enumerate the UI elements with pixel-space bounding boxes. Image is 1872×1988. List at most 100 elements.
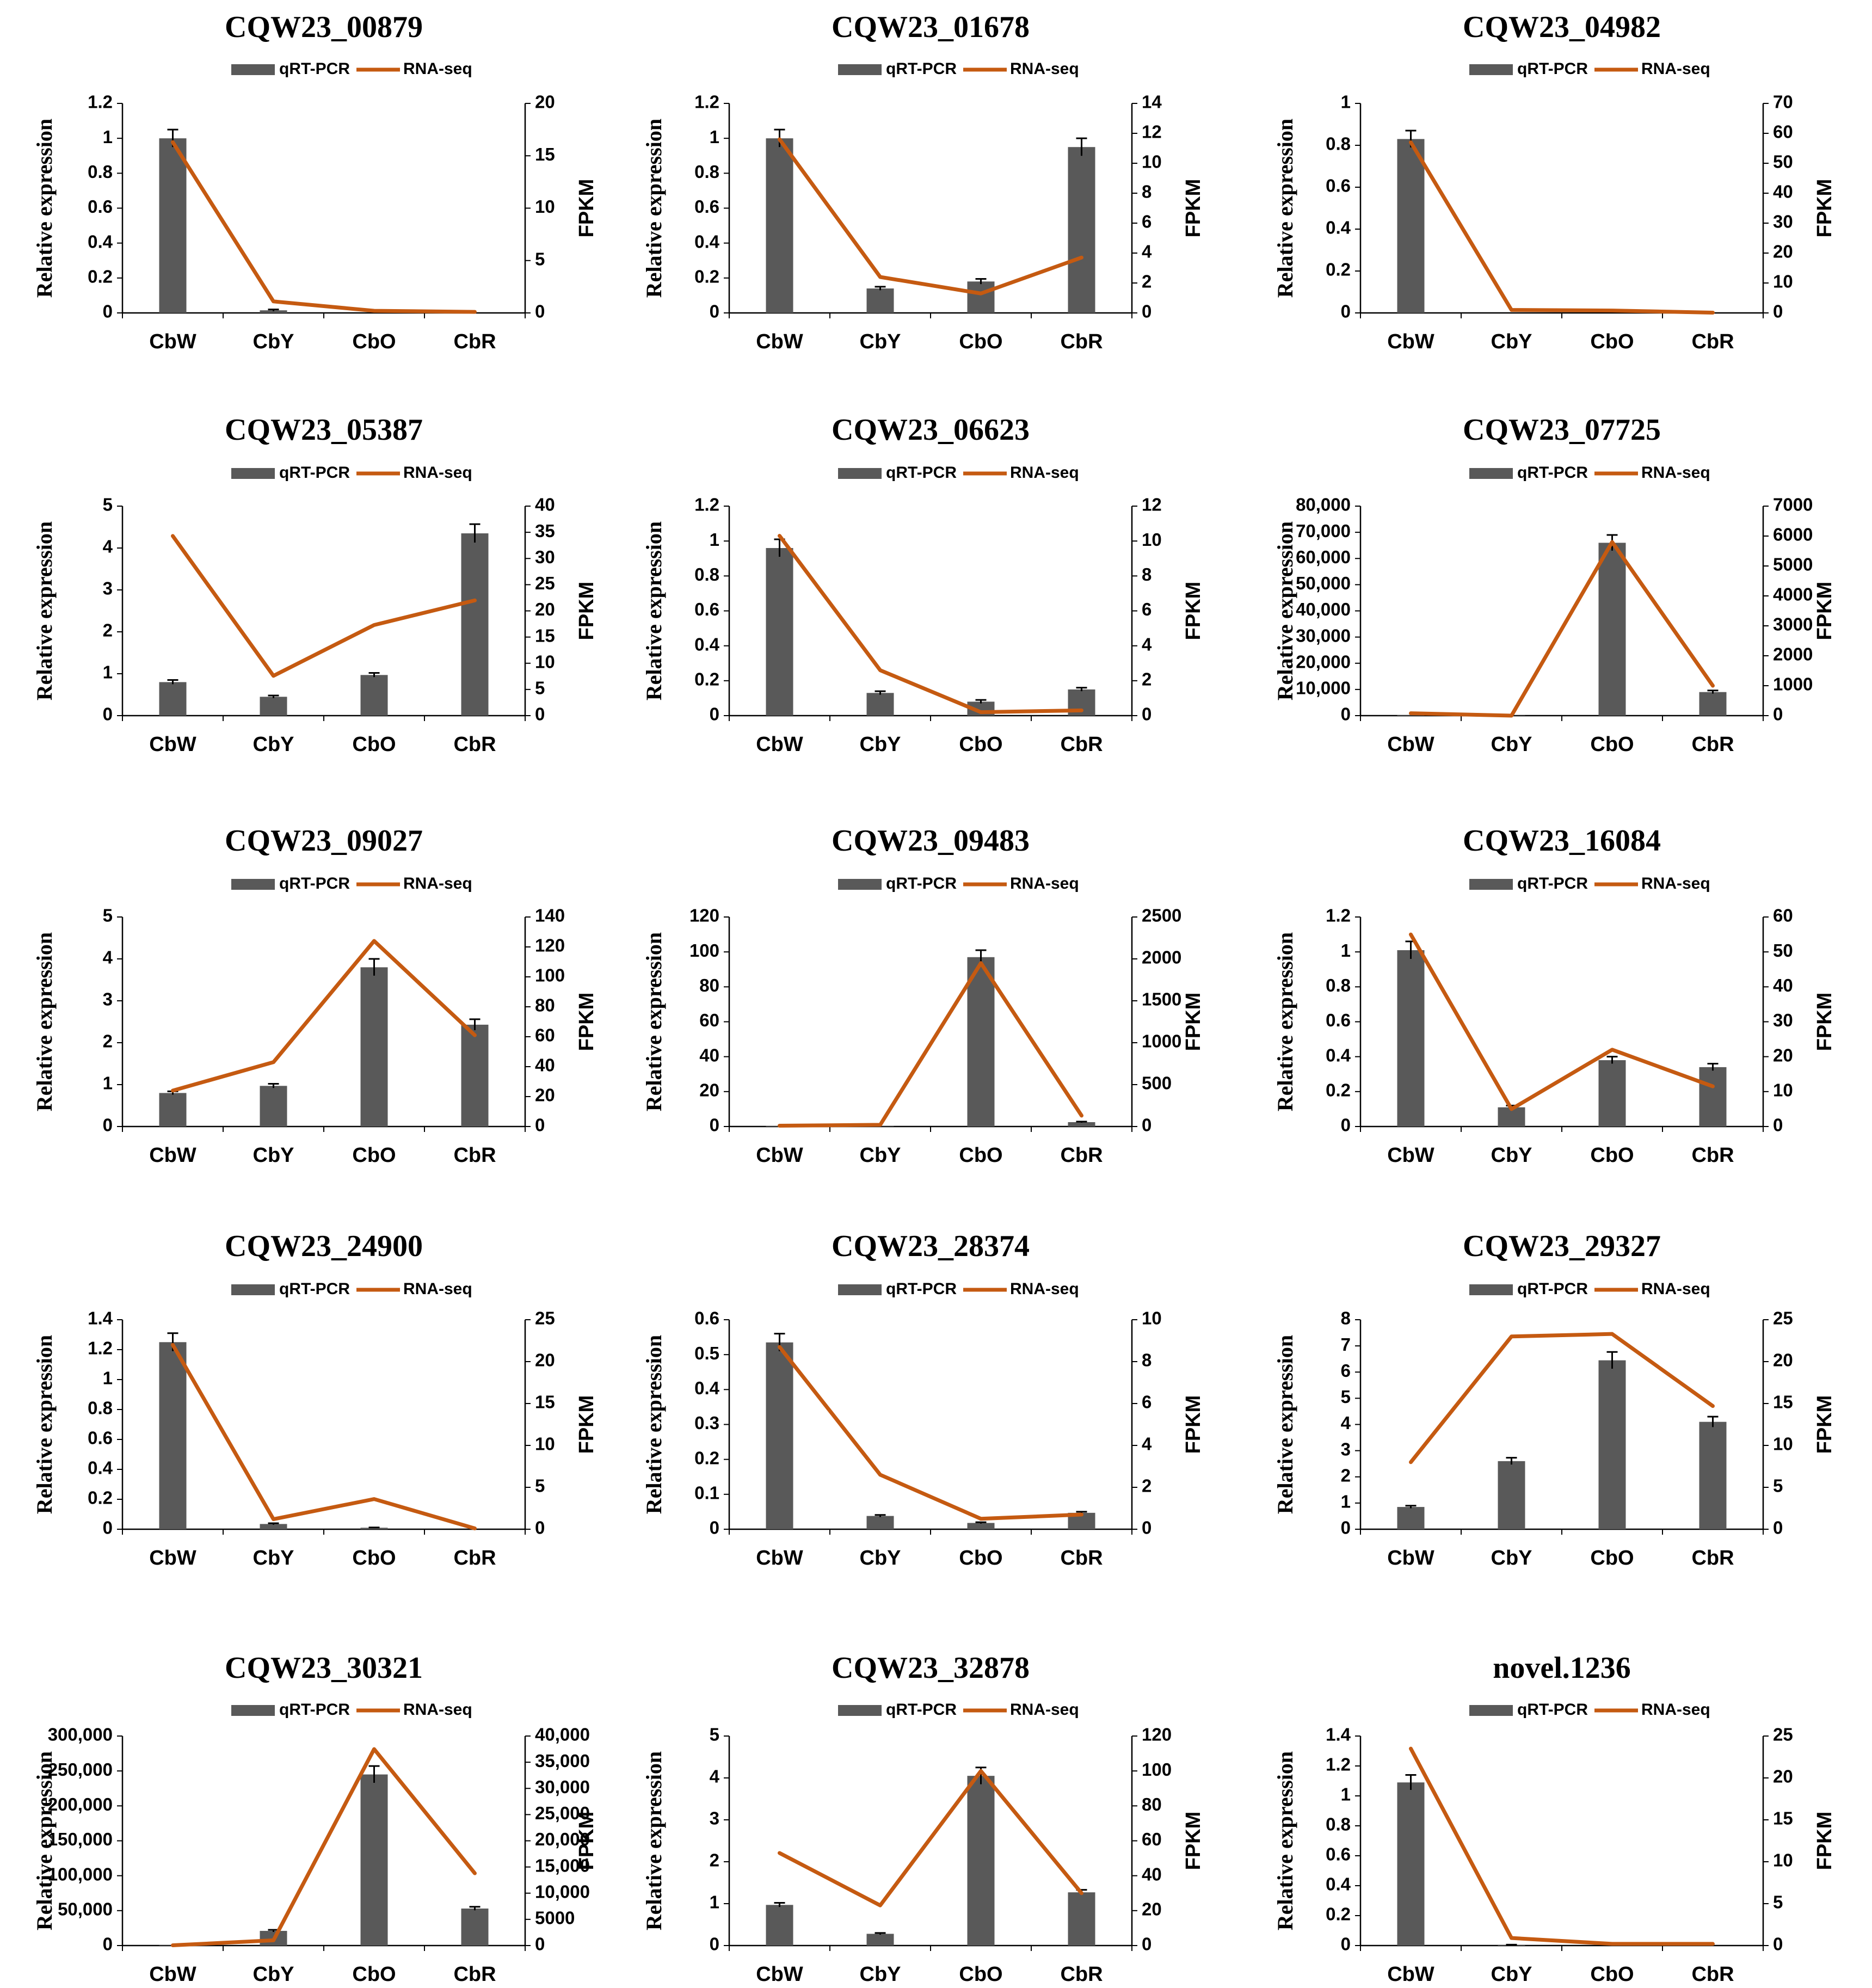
right-tick-label: 6 xyxy=(1142,212,1151,232)
right-tick-label: 2 xyxy=(1142,669,1151,690)
right-tick-label: 6 xyxy=(1142,1392,1151,1412)
right-tick-label: 7000 xyxy=(1773,495,1813,515)
qrt-pcr-bar xyxy=(1397,1507,1425,1529)
left-tick-label: 1 xyxy=(1341,1492,1351,1512)
category-label: CbY xyxy=(1491,1547,1532,1570)
left-tick-label: 0 xyxy=(710,1934,719,1954)
category-label: CbR xyxy=(1060,1547,1103,1570)
left-tick-label: 2 xyxy=(710,1850,719,1870)
left-tick-label: 3 xyxy=(1341,1439,1351,1459)
qrt-pcr-bar xyxy=(360,1774,388,1946)
left-tick-label: 0.2 xyxy=(1326,260,1351,280)
left-tick-label: 1 xyxy=(103,1073,113,1093)
qrt-pcr-bar xyxy=(967,957,995,1127)
category-label: CbO xyxy=(959,330,1002,353)
qrt-pcr-bar xyxy=(1397,139,1425,313)
right-tick-label: 2500 xyxy=(1142,906,1181,926)
left-tick-label: 5 xyxy=(103,495,113,515)
right-tick-label: 5000 xyxy=(535,1908,575,1928)
left-tick-label: 1 xyxy=(1341,940,1351,961)
left-tick-label: 0.4 xyxy=(1326,1045,1351,1065)
left-tick-label: 2 xyxy=(103,1031,113,1051)
left-tick-label: 5 xyxy=(710,1725,719,1745)
right-tick-label: 20 xyxy=(1773,1045,1793,1065)
left-tick-label: 0.8 xyxy=(1326,975,1351,995)
category-label: CbR xyxy=(1060,1144,1103,1167)
rna-seq-line xyxy=(1409,540,1715,718)
left-tick-label: 0.4 xyxy=(88,231,113,251)
left-tick-label: 1.2 xyxy=(694,495,719,515)
left-axis-label: Relative expression xyxy=(642,932,666,1111)
qrt-pcr-bar xyxy=(766,1905,793,1946)
legend-bar-swatch xyxy=(1469,1705,1513,1716)
category-label: CbR xyxy=(1691,330,1734,353)
left-tick-label: 0 xyxy=(1341,1115,1351,1135)
qrt-pcr-bar xyxy=(1598,543,1626,716)
chart-title: CQW23_06623 xyxy=(832,413,1030,447)
right-tick-label: 20 xyxy=(1142,1899,1162,1919)
right-tick-label: 0 xyxy=(1142,1115,1151,1135)
right-tick-label: 12 xyxy=(1142,495,1162,515)
category-label: CbR xyxy=(453,1144,496,1167)
legend-bar-swatch xyxy=(838,879,882,890)
legend-bar-swatch xyxy=(838,468,882,479)
right-tick-label: 0 xyxy=(535,301,545,322)
rna-seq-line xyxy=(1409,1746,1715,1946)
left-tick-label: 1.2 xyxy=(88,92,113,112)
right-tick-label: 120 xyxy=(535,935,565,956)
right-tick-label: 4 xyxy=(1142,634,1152,654)
right-tick-label: 15,000 xyxy=(535,1855,590,1875)
right-tick-label: 35 xyxy=(535,521,555,541)
left-tick-label: 0 xyxy=(103,301,113,322)
legend-bar-label: qRT-PCR xyxy=(1517,464,1588,482)
legend-line-label: RNA-seq xyxy=(1010,60,1079,78)
legend-bar-swatch xyxy=(1469,64,1513,75)
chart-panel-10: CQW23_24900 qRT-PCR RNA-seq 0 0.2 0.4 0.6 0.8 1 1… xyxy=(32,1229,598,1570)
category-label: CbW xyxy=(756,733,803,756)
left-tick-label: 0.4 xyxy=(88,1458,113,1478)
rna-seq-line xyxy=(778,1769,1083,1907)
category-label: CbW xyxy=(1387,733,1434,756)
chart-title: CQW23_07725 xyxy=(1463,413,1661,447)
right-tick-label: 10 xyxy=(1773,1080,1793,1100)
right-tick-label: 5 xyxy=(1773,1476,1783,1496)
rna-seq-line xyxy=(1409,140,1715,315)
left-tick-label: 250,000 xyxy=(48,1759,113,1780)
left-tick-label: 0.2 xyxy=(88,267,113,287)
right-tick-label: 40 xyxy=(1773,975,1793,995)
right-tick-label: 1000 xyxy=(1142,1031,1181,1051)
category-label: CbW xyxy=(756,330,803,353)
rna-seq-line xyxy=(1409,932,1715,1111)
left-tick-label: 0.6 xyxy=(1326,1010,1351,1030)
legend-bar-swatch xyxy=(231,1284,275,1295)
right-tick-label: 80 xyxy=(1142,1794,1162,1814)
category-label: CbW xyxy=(149,733,196,756)
legend-bar-swatch xyxy=(231,64,275,75)
right-tick-label: 30 xyxy=(535,547,555,567)
legend-bar-label: qRT-PCR xyxy=(886,1701,957,1719)
left-tick-label: 0.5 xyxy=(694,1343,719,1363)
left-tick-label: 0.4 xyxy=(1326,218,1351,238)
right-tick-label: 40 xyxy=(1773,182,1793,202)
qrt-pcr-bar xyxy=(1068,1892,1095,1946)
right-tick-label: 0 xyxy=(535,1115,545,1135)
left-tick-label: 50,000 xyxy=(58,1899,113,1919)
left-tick-label: 0.4 xyxy=(694,634,720,654)
chart-title: CQW23_32878 xyxy=(832,1651,1030,1685)
rna-seq-line xyxy=(171,939,477,1093)
category-label: CbR xyxy=(1060,733,1103,756)
left-tick-label: 1 xyxy=(103,127,113,147)
right-tick-label: 0 xyxy=(1773,1115,1783,1135)
left-tick-label: 0.6 xyxy=(88,1428,113,1448)
rna-seq-line xyxy=(778,1345,1083,1521)
qrt-pcr-bar xyxy=(766,1342,793,1529)
category-label: CbW xyxy=(756,1144,803,1167)
left-tick-label: 1 xyxy=(103,662,113,682)
left-axis-label: Relative expression xyxy=(1273,1751,1297,1930)
qrt-pcr-bar xyxy=(159,682,187,716)
legend-line-label: RNA-seq xyxy=(403,464,472,482)
right-tick-label: 0 xyxy=(535,1934,545,1954)
left-tick-label: 60,000 xyxy=(1296,547,1351,567)
left-tick-label: 0.2 xyxy=(694,267,719,287)
